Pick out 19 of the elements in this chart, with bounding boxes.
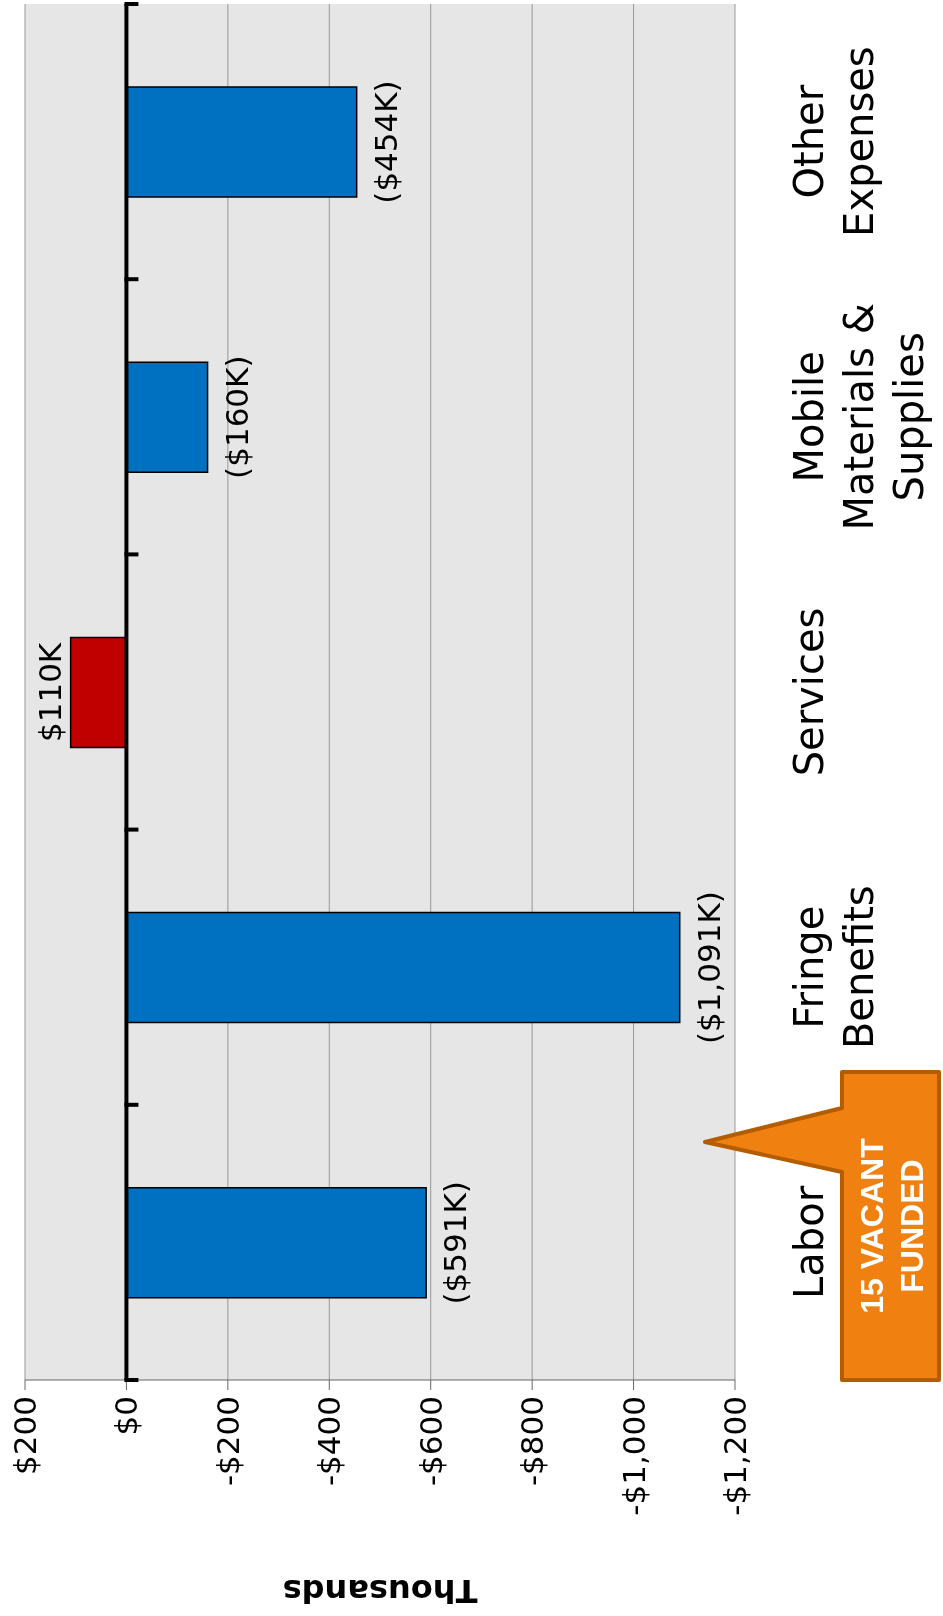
x-axis-title: Thousands xyxy=(282,1572,478,1610)
x-tick-label: -$200 xyxy=(209,1396,246,1487)
data-label: $110K xyxy=(31,642,68,743)
y-tick-label: Services xyxy=(786,607,832,777)
x-tick-label: $0 xyxy=(108,1396,145,1436)
x-tick-label: -$1,200 xyxy=(717,1396,753,1516)
y-tick-label: Labor xyxy=(786,1185,832,1299)
y-tick-label: Mobile Materials & Supplies xyxy=(786,303,932,531)
x-tick-label: -$400 xyxy=(311,1396,348,1487)
y-tick-label: Fringe Benefits xyxy=(786,885,882,1050)
data-label: ($591K) xyxy=(437,1181,474,1305)
x-tick-label: $200 xyxy=(7,1396,43,1475)
x-tick-label: -$600 xyxy=(412,1396,449,1487)
data-label: ($1,091K) xyxy=(690,891,727,1045)
x-tick-label: -$800 xyxy=(514,1396,551,1487)
data-label: ($454K) xyxy=(367,80,404,204)
data-label: ($160K) xyxy=(218,355,255,479)
x-tick-label: -$1,000 xyxy=(615,1396,652,1516)
y-tick-label: Other Expenses xyxy=(786,46,882,237)
